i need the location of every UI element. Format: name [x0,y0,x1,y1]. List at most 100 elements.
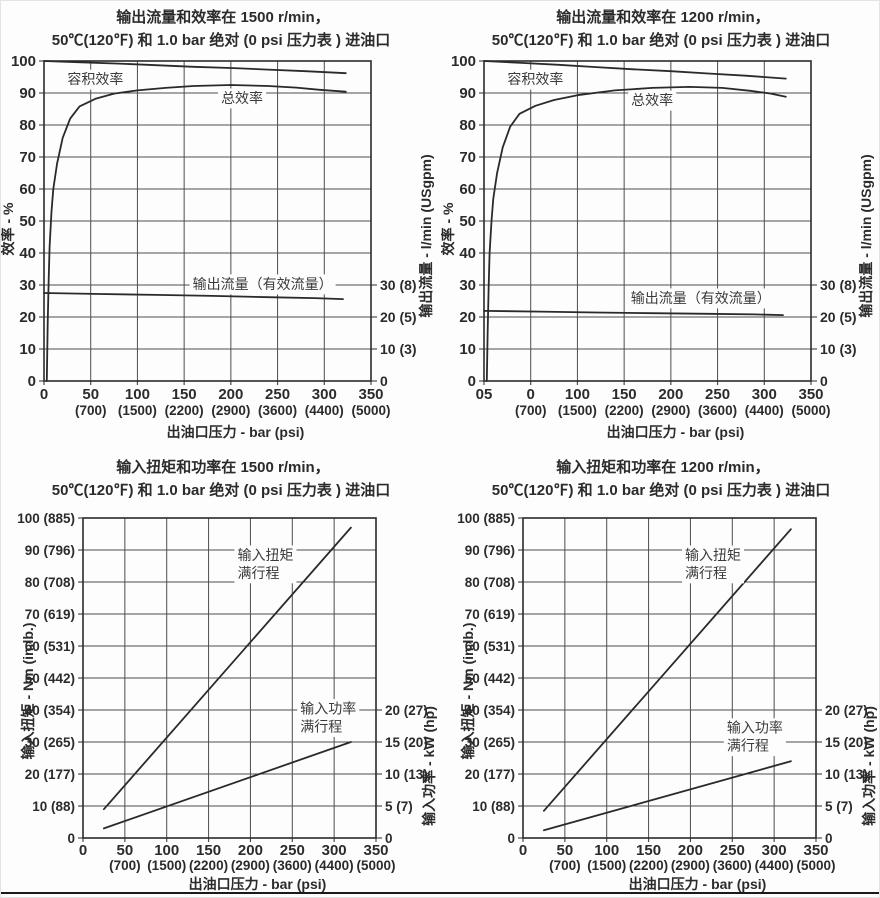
annotation-bg [682,545,745,584]
y-axis-right-labels: 20 (27) 15 (20) 10 (13) 5 (7) 0 [385,703,428,846]
x-tick-psi-label: (700) [75,403,107,418]
x-tick-psi-label: (700) [515,403,547,418]
x-tick-label: 250 [705,386,730,403]
x-tick-label: 300 [312,386,337,403]
x-tick-label: 350 [358,386,383,403]
y-tick-label: 80 (708) [465,575,515,590]
y-tick-label: 10 (88) [472,799,515,814]
y-tick-label: 40 (354) [25,703,75,718]
y-tick-label: 0 [67,831,75,846]
x-tick-label: 05 [476,386,493,403]
annotation-label: 满行程 [237,565,279,581]
annotation-bg [504,69,567,90]
series [543,528,792,832]
right-tick-label: 20 (5) [380,309,417,325]
y-tick-label: 60 [19,181,36,198]
chart-subtitle: 50℃(120℉) 和 1.0 bar 绝对 (0 psi 压力表 ) 进油口 [52,481,390,499]
x-tick-label: 150 [196,842,221,859]
curve-总效率 [485,86,787,382]
chart-subtitle: 50℃(120℉) 和 1.0 bar 绝对 (0 psi 压力表 ) 进油口 [492,481,830,499]
x-tick-label: 100 [125,386,150,403]
y-axis-left-title: 效率 - % [1,202,16,255]
x-tick-psi-label: (2200) [629,858,668,873]
y-axis-right-labels: 20 (27) 15 (20) 10 (13) 5 (7) 0 [825,703,868,846]
x-tick-label: 300 [322,842,347,859]
annotation-label: 满行程 [727,738,769,754]
x-tick-label: 250 [720,842,745,859]
annotation-bg [723,718,786,757]
y-tick-label: 80 [19,117,36,134]
y-tick-label: 30 (265) [465,735,515,750]
chart-input-torque-power-1200: 输入扭矩 满行程 输入功率 满行程 0 50 (700) 100 (1500) 150 (2200)… [441,451,879,897]
x-tick-label: 350 [798,386,823,403]
chart-title: 输入扭矩和功率在 1200 r/min， [556,458,769,476]
annotation-bg [234,545,297,584]
x-axis-labels: 0 50(700) 100(1500) 150(2200) 200(2900) 250(3… [519,842,836,892]
right-tick-label: 20 (27) [825,703,868,718]
y-axis-left-labels: 100 (885) 90 (796) 80 (708) 70 (619) 60 (531… [457,511,515,846]
x-tick-psi-label: (2200) [165,403,204,418]
right-tick-label: 0 [385,831,393,846]
x-tick-psi-label: (3600) [698,403,737,418]
plot-border [43,60,372,382]
y-tick-label: 70 (619) [25,607,75,622]
x-axis-title: 出油口压力 - bar (psi) [167,424,305,440]
page-bottom-rule [1,892,879,894]
y-tick-label: 30 [19,277,36,294]
annotation-bg [297,699,360,737]
x-tick-psi-label: (700) [109,858,141,873]
x-tick-label: 0 [79,842,87,859]
y-axis-left-title: 输入扭矩 - Nm (in.lb.) [460,623,476,760]
y-axis-right-title: 输入功率 - kW (hp) [861,706,877,826]
curve-输入功率 满行程 [103,741,352,830]
y-axis-right-title: 输出流量 - l/min (USgpm) [418,154,434,317]
x-tick-psi-label: (4400) [755,858,794,873]
x-tick-psi-label: (5000) [356,858,395,873]
y-tick-label: 30 [459,277,476,294]
chart-input-torque-power-1500: 输入扭矩 满行程 输入功率 满行程 0 50 (700) 100 (1500) 150 (2200)… [1,451,441,897]
x-tick-psi-label: (1500) [587,858,626,873]
curve-输出流量（有效流量） [483,310,784,316]
x-tick-label: 100 [594,842,619,859]
tick-marks [78,517,382,842]
y-tick-label: 80 (708) [25,575,75,590]
right-tick-label: 15 (20) [825,735,868,750]
right-tick-label: 30 (8) [820,277,857,293]
x-axis-title: 出油口压力 - bar (psi) [607,424,745,440]
x-tick-label: 250 [280,842,305,859]
curve-总效率 [45,84,347,382]
y-tick-label: 50 (442) [465,671,515,686]
y-tick-label: 90 [459,85,476,102]
y-tick-label: 100 (885) [17,511,75,526]
x-tick-label: 0 [519,842,527,859]
right-tick-label: 0 [820,373,828,389]
series [103,526,352,830]
y-tick-label: 40 (354) [465,703,515,718]
x-tick-psi-label: (4400) [305,403,344,418]
x-tick-label: 50 [557,842,574,859]
curve-输入功率 满行程 [543,760,792,832]
y-tick-label: 50 (442) [25,671,75,686]
annotation-label: 容积效率 [507,71,563,87]
y-axis-right-labels: 30 (8) 20 (5) 10 (3) 0 [820,277,857,389]
y-tick-label: 40 [19,245,36,262]
x-tick-label: 50 [117,842,134,859]
x-tick-label: 300 [762,842,787,859]
chart-title: 输出流量和效率在 1500 r/min， [116,8,329,26]
annotation-label: 输出流量（有效流量） [193,276,333,292]
x-tick-label: 200 [678,842,703,859]
right-tick-label: 20 (27) [385,703,428,718]
y-tick-label: 70 (619) [465,607,515,622]
annotation-bg [218,88,267,109]
x-tick-label: 200 [658,386,683,403]
annotation-label: 总效率 [221,90,263,106]
x-tick-psi-label: (3600) [713,858,752,873]
x-tick-psi-label: (2900) [651,403,690,418]
annotation-bg [627,288,774,309]
